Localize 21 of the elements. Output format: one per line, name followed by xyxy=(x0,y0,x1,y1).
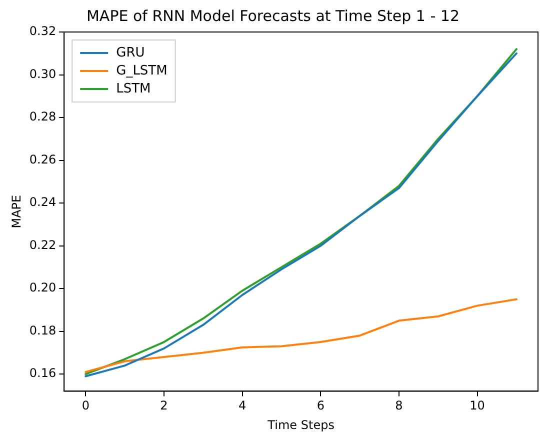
y-tick-label: 0.18 xyxy=(29,323,56,338)
x-tick-label: 4 xyxy=(238,398,246,413)
y-tick-label: 0.26 xyxy=(29,152,56,166)
y-tick-label: 0.30 xyxy=(29,66,56,81)
x-axis-title: Time Steps xyxy=(266,418,334,432)
y-tick-label: 0.28 xyxy=(29,110,56,124)
y-tick-label: 0.16 xyxy=(29,366,56,380)
x-tick-label: 2 xyxy=(160,398,168,413)
legend-label: LSTM xyxy=(116,81,151,96)
y-axis-title: MAPE xyxy=(9,194,24,228)
x-tick-label: 0 xyxy=(82,398,90,413)
legend-label: G_LSTM xyxy=(116,63,168,78)
y-tick-label: 0.32 xyxy=(29,24,56,38)
chart-title: MAPE of RNN Model Forecasts at Time Step 1 - 12 xyxy=(86,6,460,25)
y-tick-label: 0.24 xyxy=(29,195,56,210)
y-tick-label: 0.22 xyxy=(29,238,56,252)
x-tick-label: 6 xyxy=(316,398,324,413)
legend-label: GRU xyxy=(116,45,145,60)
y-tick-label: 0.20 xyxy=(29,280,56,295)
x-tick-label: 8 xyxy=(395,398,403,413)
x-tick-label: 10 xyxy=(470,398,485,413)
